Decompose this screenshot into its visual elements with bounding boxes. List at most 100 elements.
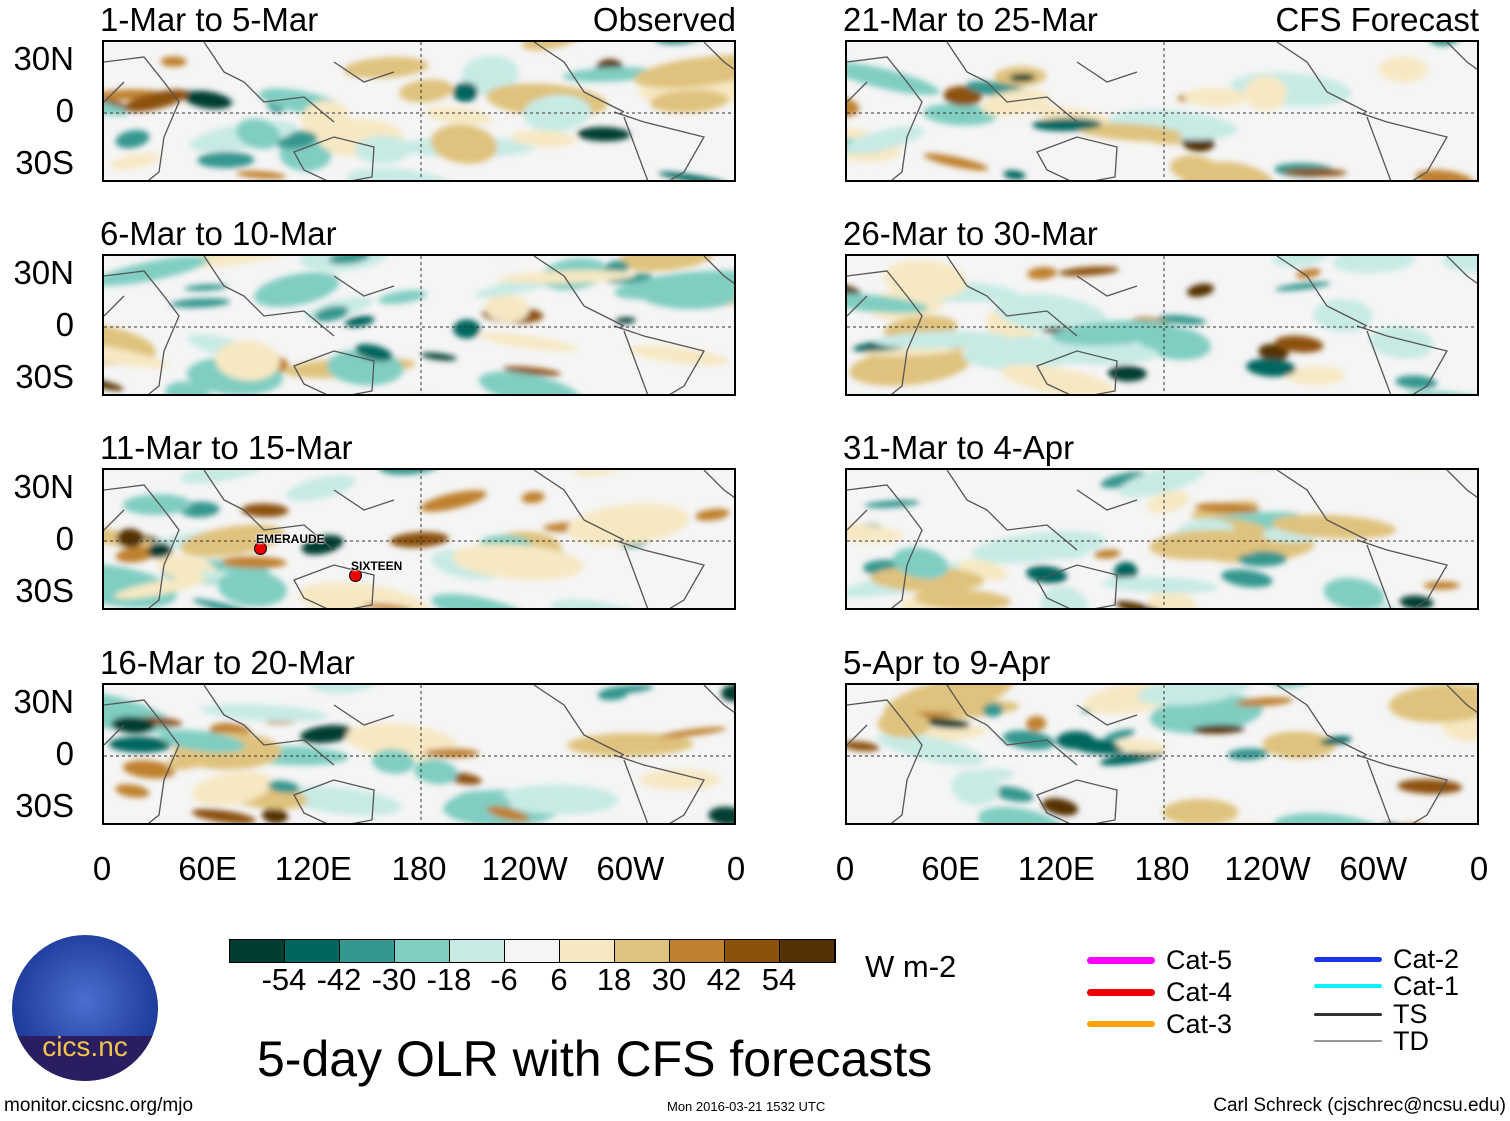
legend-line-cat-3 [1087, 1021, 1155, 1027]
y-tick-label: 30S [15, 144, 74, 181]
olr-anomaly-blob [1194, 502, 1261, 514]
olr-anomaly-blob [165, 381, 211, 394]
olr-anomaly-blob [877, 732, 985, 766]
olr-anomaly-blob [197, 151, 255, 169]
panel-title: 11-Mar to 15-Mar [100, 429, 353, 466]
olr-anomaly-blob [1429, 42, 1461, 46]
olr-anomaly-blob [1399, 595, 1434, 608]
olr-anomaly-blob [389, 531, 449, 548]
olr-anomaly-blob [453, 319, 481, 339]
x-tick-label: 120E [1017, 850, 1095, 887]
olr-anomaly-blob [221, 556, 287, 569]
olr-anomaly-blob [104, 377, 124, 391]
olr-anomaly-blob [1275, 281, 1331, 291]
olr-anomaly-blob [111, 716, 156, 734]
olr-anomaly-blob [577, 126, 631, 142]
olr-map-panel [845, 468, 1479, 610]
olr-anomaly-blob [1026, 715, 1047, 732]
x-tick-label: 0 [92, 850, 112, 887]
olr-anomaly-blob [180, 470, 268, 484]
colorbar-swatch [285, 940, 340, 962]
olr-anomaly-blob [1003, 170, 1026, 180]
olr-anomaly-blob [874, 331, 1008, 349]
olr-anomaly-blob [1102, 576, 1218, 594]
olr-anomaly-blob [115, 546, 155, 563]
coastlines [104, 685, 734, 823]
source-url[interactable]: monitor.cicsnc.org/mjo [4, 1095, 194, 1116]
olr-anomaly-blob [122, 494, 192, 516]
olr-anomaly-blob [307, 685, 390, 694]
olr-anomaly-blob [1423, 581, 1460, 590]
olr-anomaly-blob [658, 171, 728, 180]
legend-line-cat-4 [1087, 988, 1155, 996]
olr-anomaly-blob [1296, 268, 1321, 279]
olr-anomaly-blob [478, 371, 581, 394]
x-tick-label: 120E [274, 850, 352, 887]
y-tick-label: 30S [15, 787, 74, 824]
colorbar-tick-label: -54 [261, 962, 307, 997]
legend-line-cat-1 [1314, 984, 1382, 988]
x-tick-label: 60W [596, 850, 665, 887]
olr-anomaly-blob [413, 759, 458, 785]
legend-label: Cat-5 [1166, 945, 1233, 975]
olr-anomaly-blob [978, 806, 1068, 823]
olr-anomaly-blob [847, 282, 861, 295]
olr-anomaly-blob [1146, 490, 1190, 514]
olr-anomaly-blob [428, 498, 456, 509]
olr-anomaly-blob [1009, 73, 1036, 82]
olr-anomaly-blob [566, 503, 690, 546]
colorbar-swatch [615, 940, 670, 962]
olr-anomaly-blob [601, 685, 654, 694]
olr-anomaly-blob [1027, 266, 1058, 280]
olr-anomaly-blob [115, 784, 150, 798]
y-tick-label: 30N [13, 254, 74, 291]
olr-map-panel [102, 254, 736, 396]
olr-anomaly-blob [461, 55, 519, 95]
olr-anomaly-blob [567, 733, 694, 757]
olr-anomaly-blob [1032, 117, 1102, 132]
olr-anomaly-blob [1026, 565, 1068, 584]
olr-anomaly-blob [346, 167, 463, 180]
olr-anomaly-blob [236, 170, 287, 180]
coastlines [104, 42, 734, 180]
olr-anomaly-blob [615, 317, 636, 324]
legend-label: Cat-1 [1393, 971, 1460, 1001]
olr-anomaly-blob [1242, 470, 1311, 473]
olr-anomaly-blob [355, 135, 411, 164]
olr-anomaly-blob [1137, 685, 1250, 706]
colorbar-swatch [230, 940, 285, 962]
olr-anomaly-blob [1274, 335, 1324, 353]
olr-anomaly-blob [971, 531, 1106, 564]
olr-anomaly-blob [451, 543, 584, 581]
olr-anomaly-blob [110, 153, 161, 170]
colorbar-swatch [560, 940, 615, 962]
olr-map-panel [845, 683, 1479, 825]
olr-anomaly-blob [1323, 577, 1385, 608]
olr-anomaly-blob [1099, 750, 1164, 766]
olr-anomaly-blob [847, 61, 940, 96]
olr-anomaly-blob [1147, 590, 1198, 608]
olr-anomaly-blob [1107, 365, 1147, 382]
y-tick-label: 0 [55, 306, 74, 343]
panel-title: 16-Mar to 20-Mar [100, 644, 355, 681]
olr-anomaly-blob [108, 736, 172, 753]
coastlines [847, 256, 1477, 394]
storm-label: EMERAUDE [256, 532, 325, 546]
colorbar-swatch [780, 940, 835, 962]
olr-anomaly-blob [1268, 685, 1316, 688]
olr-anomaly-blob [883, 260, 968, 300]
olr-anomaly-blob [1286, 366, 1345, 385]
olr-anomaly-blob [1415, 169, 1475, 180]
olr-anomaly-blob [114, 577, 203, 599]
panel-title: 1-Mar to 5-Mar [100, 1, 319, 38]
olr-anomaly-blob [1118, 470, 1205, 498]
olr-anomaly-blob [618, 256, 715, 272]
olr-anomaly-blob [215, 340, 280, 381]
olr-anomaly-blob [1282, 168, 1347, 177]
olr-anomaly-blob [192, 598, 254, 608]
olr-anomaly-blob [870, 566, 984, 593]
olr-anomaly-blob [300, 725, 354, 744]
olr-anomaly-blob [629, 345, 729, 366]
x-tick-label: 120W [1224, 850, 1311, 887]
